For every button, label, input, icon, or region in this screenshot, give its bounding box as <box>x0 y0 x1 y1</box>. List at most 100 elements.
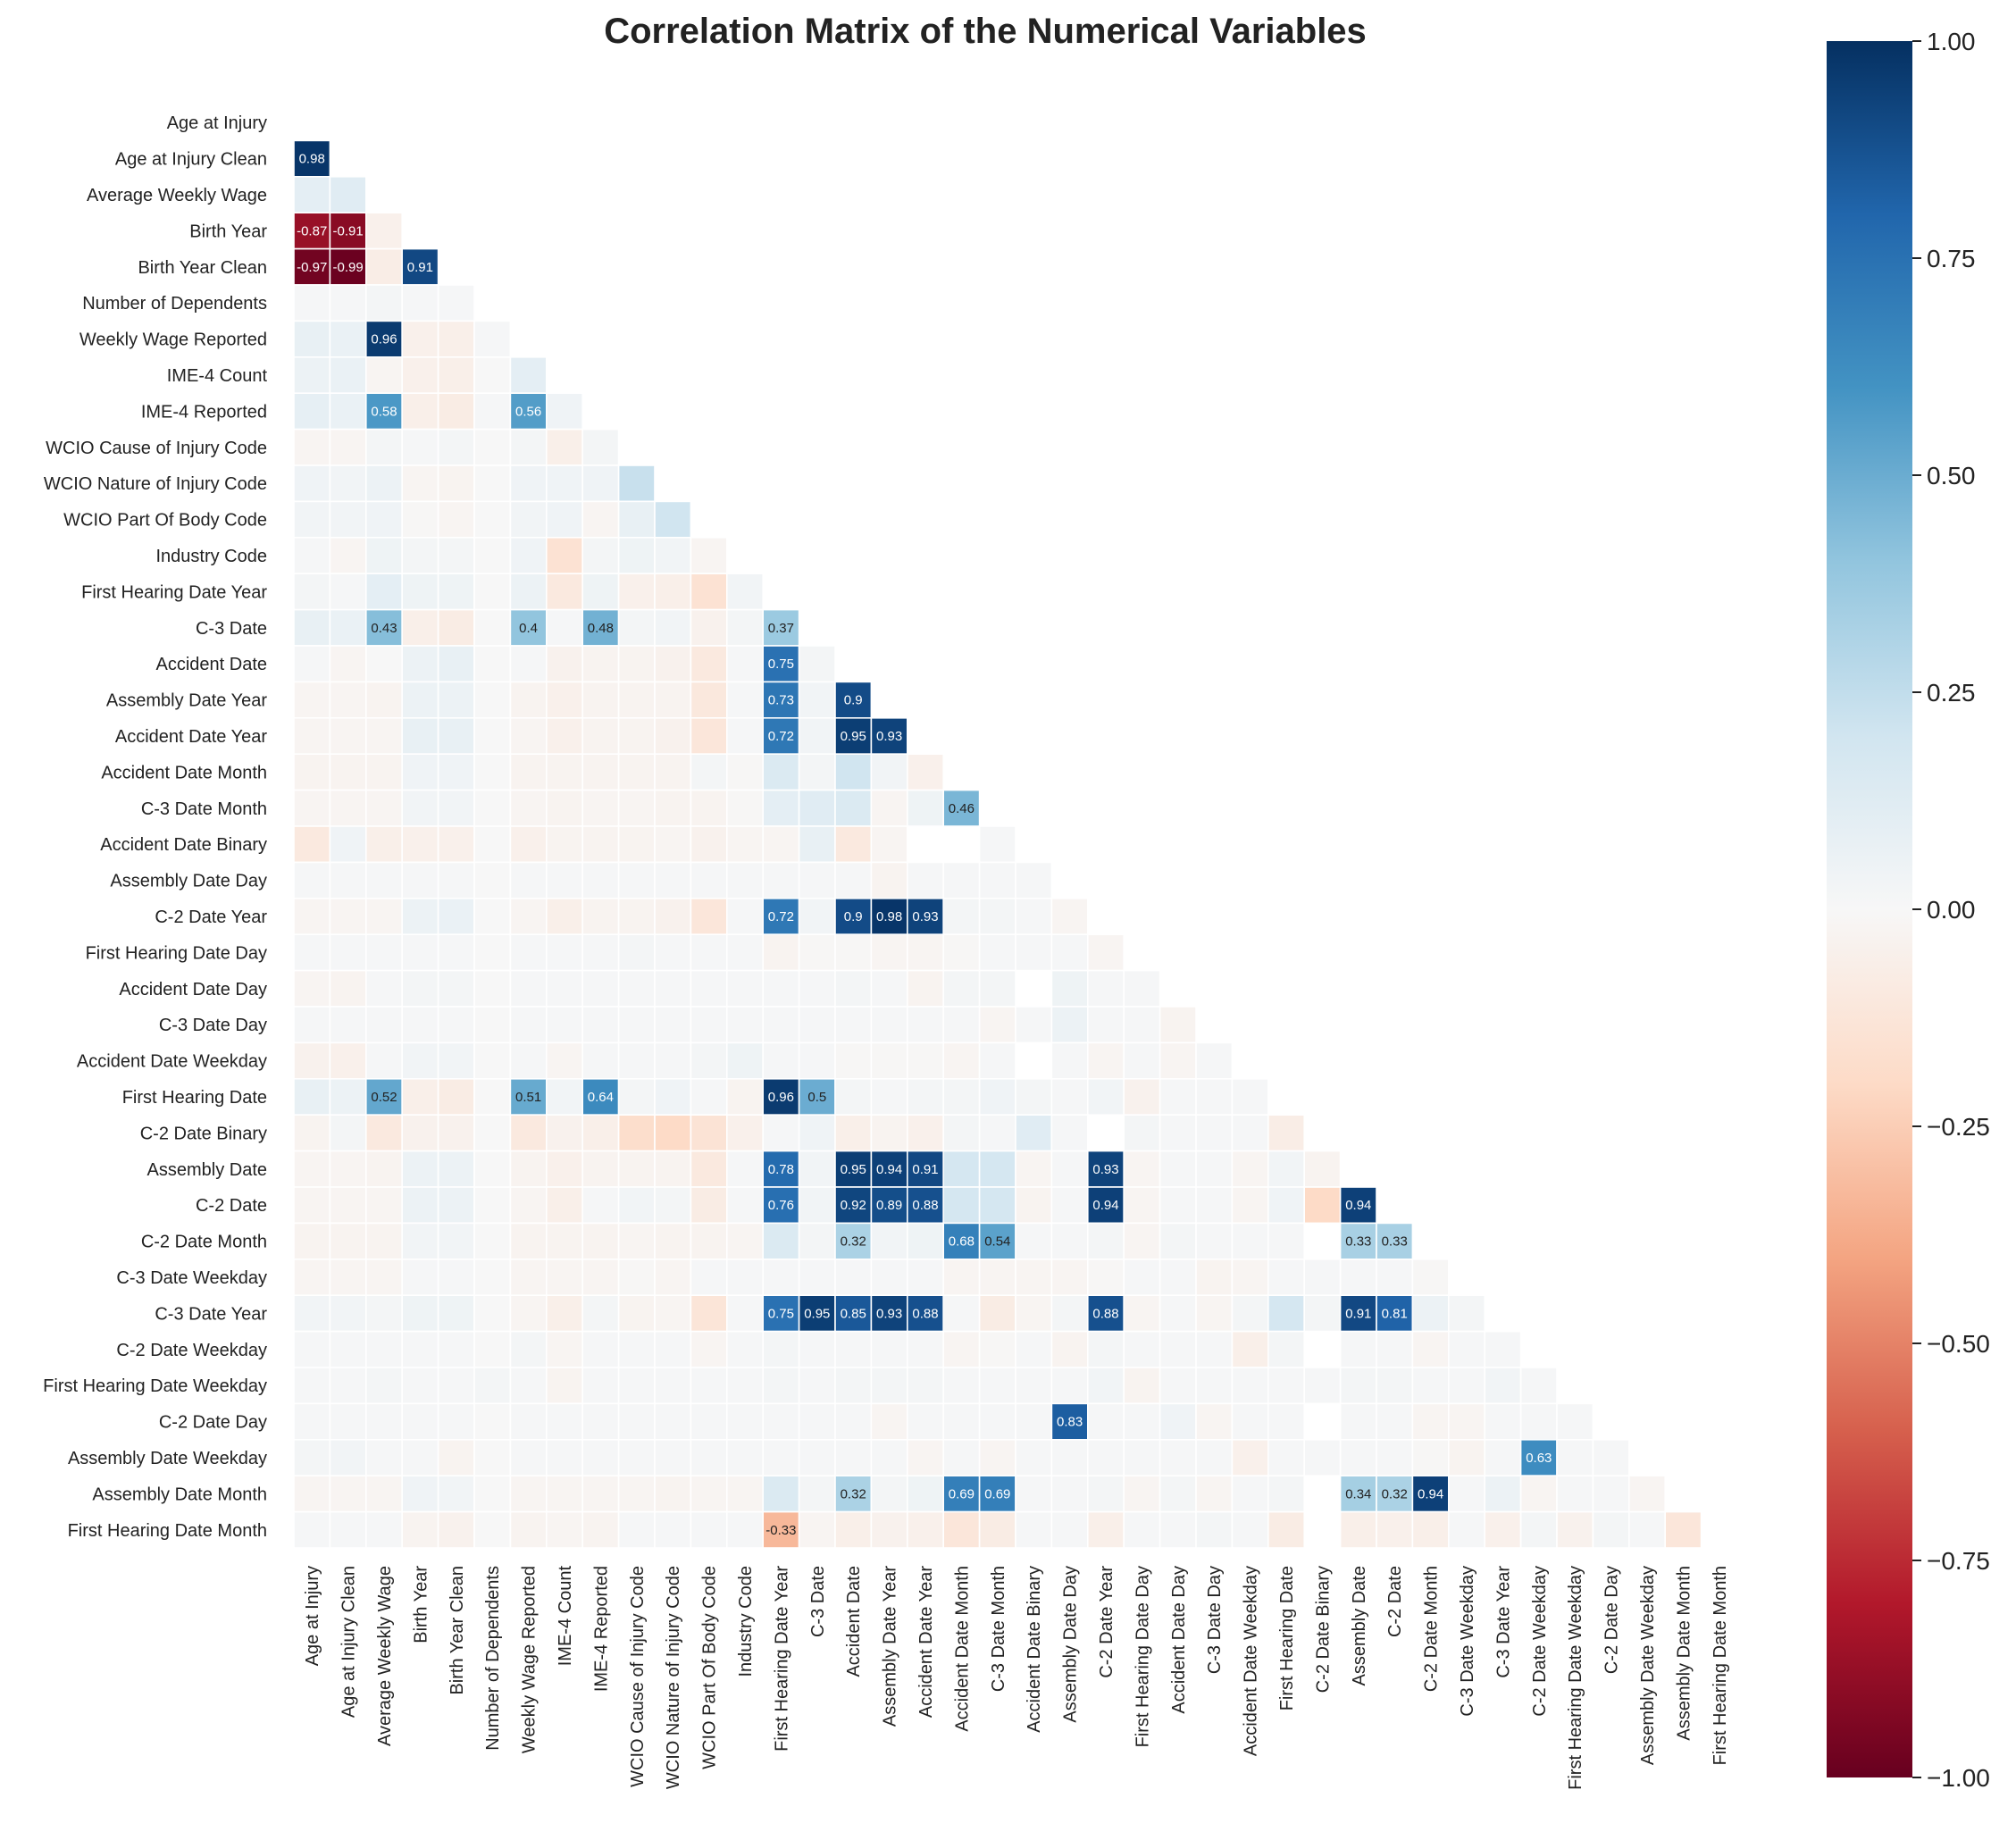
heatmap-cell <box>1195 1367 1234 1405</box>
heatmap-cell <box>1592 1475 1630 1513</box>
heatmap-cell <box>364 464 403 503</box>
heatmap-cell <box>798 681 836 719</box>
heatmap-cell <box>545 1041 583 1080</box>
heatmap-cell <box>329 284 367 322</box>
heatmap-cell <box>1303 1259 1342 1297</box>
heatmap-cell <box>798 1259 836 1297</box>
heatmap-cell <box>1159 1259 1197 1297</box>
heatmap-cell <box>437 1294 475 1333</box>
heatmap-cell <box>978 1294 1016 1333</box>
heatmap-cell <box>978 933 1016 972</box>
heatmap-cell <box>581 897 620 935</box>
heatmap-cell <box>725 716 764 755</box>
heatmap-cell <box>1015 1402 1053 1441</box>
heatmap-cell <box>364 355 403 394</box>
heatmap-cell <box>1195 1294 1234 1333</box>
heatmap-cell <box>654 1006 692 1044</box>
heatmap-cell <box>509 1006 548 1044</box>
heatmap-cell <box>1015 1114 1053 1152</box>
heatmap-cell <box>581 1150 620 1188</box>
heatmap-cell <box>725 1041 764 1080</box>
heatmap-cell <box>1411 1294 1450 1333</box>
heatmap-cell <box>1123 1367 1161 1405</box>
heatmap-cell <box>942 1367 981 1405</box>
cell-value-label: 0.93 <box>1092 1162 1118 1177</box>
heatmap-cell <box>545 897 583 935</box>
heatmap-cell <box>1267 1259 1306 1297</box>
x-tick-label: WCIO Part Of Body Code <box>700 1566 720 1769</box>
heatmap-cell <box>1087 1439 1125 1477</box>
heatmap-cell <box>1087 1078 1125 1117</box>
heatmap-cell <box>509 1294 548 1333</box>
heatmap-cell <box>906 1367 944 1405</box>
heatmap-cell <box>798 1150 836 1188</box>
heatmap-cell <box>1015 1006 1053 1044</box>
heatmap-cell <box>581 1078 620 1117</box>
heatmap-cell <box>329 933 367 972</box>
cell-value-label: 0.63 <box>1526 1451 1552 1466</box>
heatmap-cell <box>870 933 908 972</box>
heatmap-cell <box>293 573 331 611</box>
heatmap-cell <box>942 1114 981 1152</box>
heatmap-cell <box>1448 1367 1486 1405</box>
x-tick-label: Number of Dependents <box>483 1566 503 1751</box>
heatmap-cell <box>329 1439 367 1477</box>
heatmap-cell <box>654 1186 692 1225</box>
heatmap-cell <box>581 716 620 755</box>
heatmap-cell <box>762 933 800 972</box>
heatmap-cell <box>509 1186 548 1225</box>
heatmap-cell <box>545 1294 583 1333</box>
cell-value-label: -0.87 <box>297 223 327 238</box>
heatmap-cell <box>509 1114 548 1152</box>
heatmap-cell <box>978 897 1016 935</box>
heatmap-cell <box>473 1041 512 1080</box>
heatmap-cell <box>437 716 475 755</box>
heatmap-cell <box>401 861 439 899</box>
heatmap-cell <box>1448 1475 1486 1513</box>
heatmap-cell <box>617 1330 656 1368</box>
heatmap-cell <box>1050 1186 1089 1225</box>
heatmap-cell <box>401 1330 439 1368</box>
heatmap-cell <box>437 608 475 647</box>
heatmap-cell <box>401 1439 439 1477</box>
heatmap-cell <box>437 861 475 899</box>
heatmap-cell <box>1231 1114 1269 1152</box>
heatmap-cell <box>1664 1510 1702 1549</box>
x-tick-label: Accident Date <box>844 1566 864 1677</box>
heatmap-cell <box>798 1006 836 1044</box>
cell-value-label: 0.88 <box>912 1198 938 1213</box>
cell-value-label: 0.96 <box>371 332 397 347</box>
heatmap-cell <box>329 1078 367 1117</box>
heatmap-cell <box>654 1439 692 1477</box>
cell-value-label: 0.33 <box>1345 1234 1371 1250</box>
heatmap-cell <box>762 1475 800 1513</box>
x-tick-label: WCIO Nature of Injury Code <box>664 1566 683 1789</box>
heatmap-cell <box>654 1294 692 1333</box>
x-tick-label: C-2 Date Month <box>1422 1566 1442 1692</box>
heatmap-cell <box>293 1402 331 1441</box>
heatmap-cell <box>617 861 656 899</box>
cell-value-label: 0.95 <box>841 729 866 744</box>
heatmap-cell <box>401 1150 439 1188</box>
x-tick-label: Assembly Date Year <box>881 1566 900 1727</box>
heatmap-cell <box>364 608 403 647</box>
heatmap-cell <box>545 428 583 466</box>
heatmap-cell <box>329 1222 367 1260</box>
x-tick-label: Assembly Date Month <box>1674 1566 1694 1741</box>
y-tick-label: Number of Dependents <box>82 294 267 314</box>
heatmap-cell <box>906 1259 944 1297</box>
heatmap-cell <box>978 969 1016 1008</box>
heatmap-cell <box>617 645 656 683</box>
heatmap-cell <box>581 1222 620 1260</box>
heatmap-cell <box>942 1006 981 1044</box>
heatmap-cell <box>1123 1510 1161 1549</box>
heatmap-cell <box>690 1078 728 1117</box>
heatmap-cell <box>437 1330 475 1368</box>
heatmap-cell <box>1519 1367 1558 1405</box>
y-tick-label: C-2 Date Month <box>141 1233 267 1252</box>
heatmap-cell <box>401 1259 439 1297</box>
heatmap-cell <box>509 716 548 755</box>
heatmap-cell <box>617 789 656 827</box>
cell-value-label: 0.52 <box>371 1090 397 1105</box>
heatmap-cell <box>798 1078 836 1117</box>
